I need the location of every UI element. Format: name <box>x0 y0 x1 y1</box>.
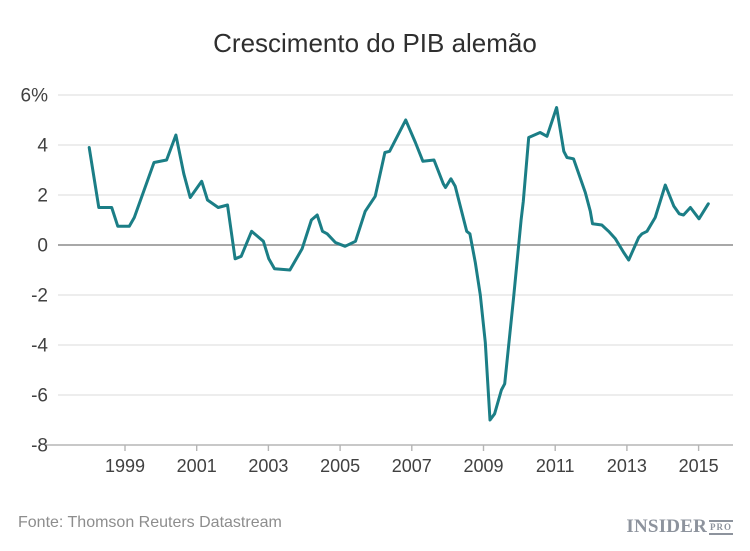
x-tick-label: 2015 <box>679 456 719 476</box>
logo-pro-badge: PRO <box>709 519 733 535</box>
x-tick-label: 2011 <box>536 456 575 476</box>
y-tick-label: -8 <box>31 436 48 457</box>
x-tick-label: 2007 <box>392 456 432 476</box>
logo-insider-text: INSIDER <box>626 516 707 537</box>
x-tick-label: 2009 <box>463 456 503 476</box>
x-tick-label: 2001 <box>177 456 217 476</box>
y-tick-label: 4 <box>37 136 48 157</box>
y-tick-label: -2 <box>31 286 48 307</box>
y-tick-label: 6% <box>21 86 49 107</box>
x-tick-label: 2013 <box>607 456 647 476</box>
insider-pro-logo: INSIDER PRO <box>626 516 733 538</box>
x-tick-label: 2003 <box>248 456 288 476</box>
y-tick-label: -4 <box>31 336 48 357</box>
gdp-growth-line <box>87 106 710 422</box>
y-tick-label: 2 <box>37 186 48 207</box>
y-tick-label: -6 <box>31 386 48 407</box>
chart-title: Crescimento do PIB alemão <box>213 28 537 58</box>
source-note: Fonte: Thomson Reuters Datastream <box>18 514 282 531</box>
y-tick-label: 0 <box>37 236 48 257</box>
x-tick-label: 1999 <box>105 456 145 476</box>
x-tick-label: 2005 <box>320 456 360 476</box>
